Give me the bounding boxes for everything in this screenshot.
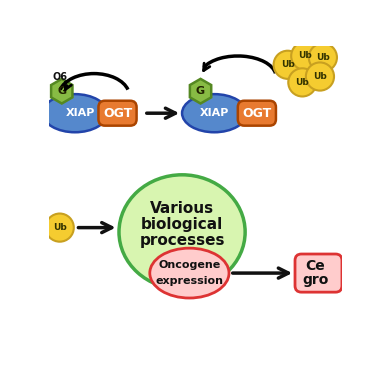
Circle shape	[306, 62, 334, 91]
Ellipse shape	[43, 94, 107, 132]
Ellipse shape	[182, 94, 247, 132]
FancyBboxPatch shape	[238, 101, 276, 126]
Text: processes: processes	[139, 233, 225, 248]
Circle shape	[309, 43, 337, 72]
Text: biological: biological	[141, 217, 223, 232]
Circle shape	[274, 51, 302, 79]
FancyBboxPatch shape	[98, 101, 137, 126]
Text: Ub: Ub	[296, 78, 309, 87]
Text: Ub: Ub	[53, 223, 67, 232]
Text: G: G	[57, 86, 66, 96]
Circle shape	[46, 213, 74, 242]
Polygon shape	[190, 79, 211, 104]
Circle shape	[291, 42, 319, 70]
Text: Ub: Ub	[316, 53, 330, 62]
Text: Various: Various	[150, 201, 214, 216]
Text: XIAP: XIAP	[66, 108, 96, 118]
Circle shape	[288, 68, 317, 96]
Ellipse shape	[150, 248, 229, 298]
FancyBboxPatch shape	[295, 254, 342, 292]
Text: expression: expression	[155, 276, 223, 286]
Text: Ub: Ub	[281, 60, 295, 69]
Text: XIAP: XIAP	[200, 108, 229, 118]
Text: G: G	[196, 86, 205, 96]
Polygon shape	[51, 79, 72, 104]
Text: Ub: Ub	[313, 72, 327, 81]
Text: OGT: OGT	[103, 107, 132, 120]
Text: OGT: OGT	[242, 107, 272, 120]
Text: Ub: Ub	[298, 51, 312, 61]
Text: O6: O6	[52, 72, 67, 82]
Text: Ce: Ce	[306, 259, 325, 273]
Ellipse shape	[119, 175, 245, 289]
Text: gro: gro	[303, 274, 329, 287]
Text: Oncogene: Oncogene	[158, 260, 221, 270]
